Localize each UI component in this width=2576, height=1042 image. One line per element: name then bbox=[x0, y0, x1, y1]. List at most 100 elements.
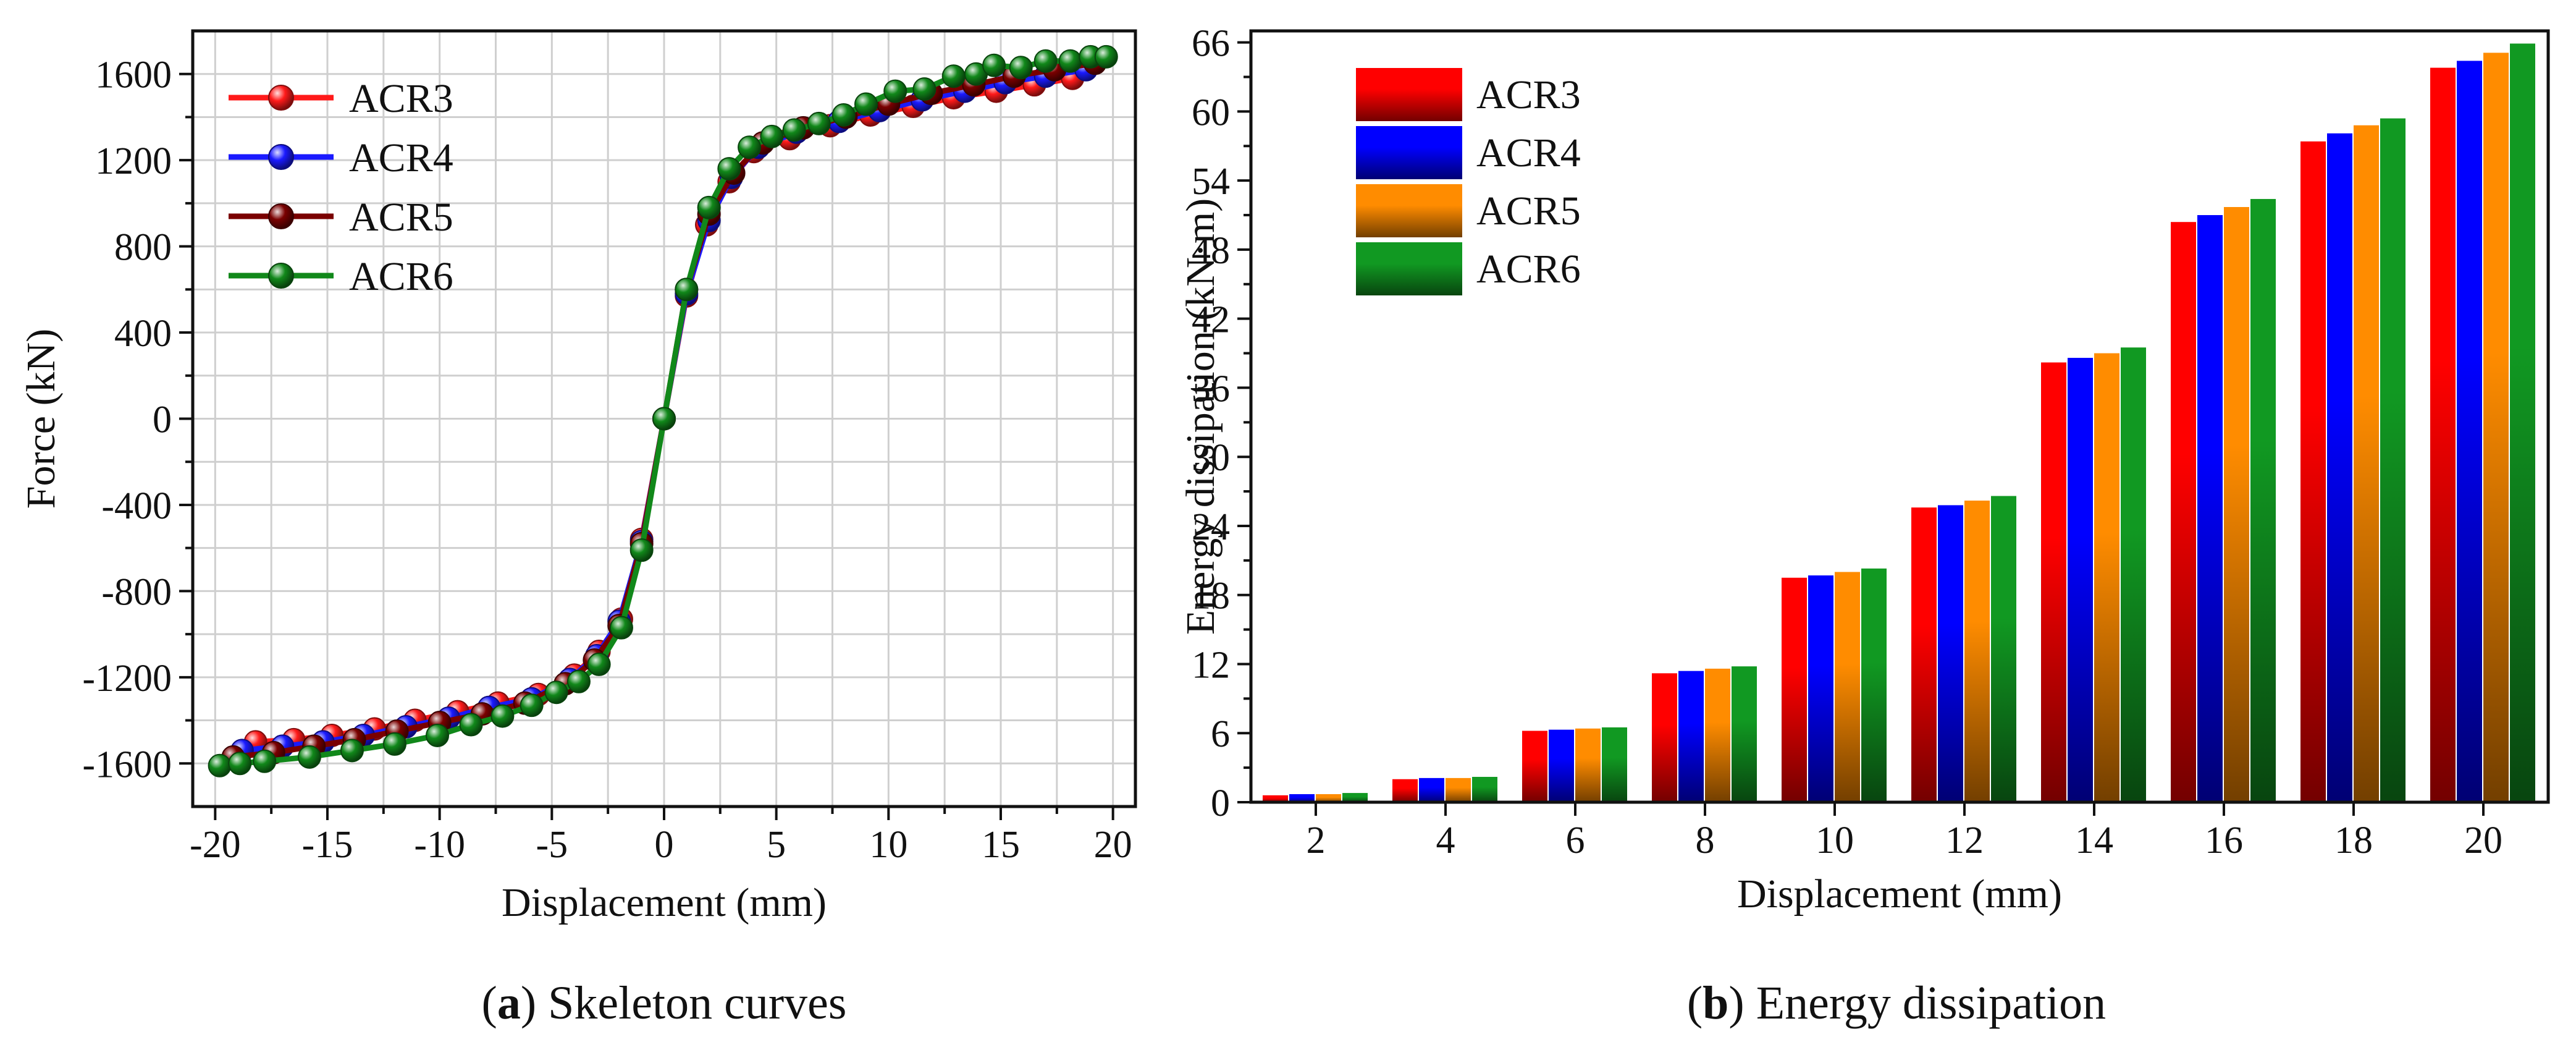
skeleton-x-tick-label: -5 bbox=[536, 824, 568, 866]
skeleton-point-acr6 bbox=[782, 118, 806, 142]
skeleton-y-axis-title: Force (kN) bbox=[19, 329, 64, 509]
energy-bar-acr4 bbox=[1289, 794, 1315, 802]
energy-bar-acr4 bbox=[1549, 729, 1574, 802]
skeleton-legend-label: ACR5 bbox=[349, 195, 453, 240]
skeleton-plot-frame bbox=[191, 29, 1137, 808]
energy-caption-letter: b bbox=[1703, 977, 1728, 1029]
energy-x-tick-label: 4 bbox=[1436, 820, 1455, 862]
skeleton-x-tick-label: 10 bbox=[869, 824, 907, 866]
energy-legend-label: ACR3 bbox=[1476, 72, 1581, 117]
energy-bar-acr4 bbox=[1678, 671, 1704, 802]
energy-x-tick-label: 10 bbox=[1816, 820, 1854, 862]
energy-bar-acr6 bbox=[1472, 777, 1497, 802]
energy-bar-acr5 bbox=[1964, 500, 1990, 802]
skeleton-ticks: -20 -15 -10 -5 0 5 10 15 20 -1600 -1200 -800 -400 0 40… bbox=[82, 54, 1132, 866]
energy-bar-acr6 bbox=[1991, 496, 2016, 802]
energy-bar-acr5 bbox=[1705, 668, 1730, 802]
energy-bar-acr5 bbox=[1575, 728, 1601, 802]
energy-y-tick-label: 24 bbox=[1192, 506, 1230, 548]
energy-bar-group-20 bbox=[2430, 43, 2535, 803]
energy-bar-acr3 bbox=[1911, 507, 1937, 802]
energy-bar-acr6 bbox=[2380, 118, 2406, 802]
skeleton-point-acr6 bbox=[520, 693, 544, 718]
energy-legend-item-acr6: ACR6 bbox=[1356, 242, 1581, 295]
energy-x-tick-label: 2 bbox=[1307, 820, 1326, 862]
energy-bar-acr3 bbox=[2041, 362, 2066, 802]
energy-bar-acr5 bbox=[2224, 206, 2249, 802]
energy-bar-group-14 bbox=[2041, 347, 2146, 802]
skeleton-point-acr6 bbox=[697, 195, 721, 219]
energy-bar-acr4 bbox=[2457, 61, 2482, 803]
skeleton-point-acr6 bbox=[831, 103, 856, 127]
energy-legend-item-acr4: ACR4 bbox=[1356, 126, 1581, 179]
energy-bar-acr5 bbox=[2094, 353, 2119, 802]
skeleton-x-axis-title: Displacement (mm) bbox=[502, 880, 827, 925]
energy-bar-acr3 bbox=[1652, 673, 1677, 802]
skeleton-curves-chart: -20 -15 -10 -5 0 5 10 15 20 -1600 -1200 -800 -400 0 40… bbox=[19, 29, 1137, 1029]
skeleton-x-tick-label: -15 bbox=[302, 824, 353, 866]
energy-y-tick-label: 42 bbox=[1192, 299, 1230, 341]
energy-legend-item-acr5: ACR5 bbox=[1356, 184, 1581, 237]
skeleton-point-acr6 bbox=[941, 64, 966, 88]
skeleton-y-tick-label: 800 bbox=[114, 227, 172, 269]
energy-bar-acr3 bbox=[2171, 222, 2196, 803]
skeleton-point-acr6 bbox=[253, 749, 277, 773]
energy-x-tick-label: 18 bbox=[2334, 820, 2373, 862]
energy-bar-acr6 bbox=[2121, 347, 2146, 802]
skeleton-legend: ACR3 ACR4 ACR5 ACR6 bbox=[229, 76, 453, 299]
skeleton-x-tick-label: 0 bbox=[655, 824, 674, 866]
skeleton-x-tick-label: -20 bbox=[190, 824, 241, 866]
energy-bar-acr6 bbox=[2510, 43, 2535, 803]
skeleton-y-tick-label: 400 bbox=[114, 313, 172, 355]
skeleton-point-acr6 bbox=[912, 77, 937, 101]
energy-bar-acr6 bbox=[2250, 198, 2276, 802]
skeleton-point-acr6 bbox=[1033, 49, 1058, 73]
skeleton-point-acr6 bbox=[587, 652, 611, 676]
skeleton-point-acr6 bbox=[208, 753, 232, 777]
skeleton-y-tick-label: 1200 bbox=[95, 140, 172, 182]
energy-bar-acr5 bbox=[2354, 125, 2379, 803]
skeleton-point-acr6 bbox=[807, 111, 831, 135]
skeleton-point-acr6 bbox=[426, 723, 450, 747]
skeleton-y-tick-label: -400 bbox=[101, 485, 172, 527]
energy-bars-group bbox=[1263, 43, 2535, 803]
skeleton-point-acr6 bbox=[675, 277, 699, 302]
skeleton-y-tick-label: 0 bbox=[153, 399, 172, 441]
energy-bar-group-4 bbox=[1392, 777, 1497, 802]
energy-y-tick-label: 36 bbox=[1192, 368, 1230, 410]
skeleton-y-tick-label: -1200 bbox=[82, 658, 172, 700]
skeleton-series-group bbox=[208, 44, 1118, 777]
skeleton-legend-item-acr4: ACR4 bbox=[229, 135, 453, 180]
skeleton-legend-item-acr3: ACR3 bbox=[229, 76, 453, 121]
energy-x-tick-label: 12 bbox=[1945, 820, 1984, 862]
skeleton-legend-item-acr5: ACR5 bbox=[229, 195, 453, 240]
energy-caption: (b) Energy dissipation bbox=[1687, 977, 2106, 1029]
energy-bar-group-2 bbox=[1263, 793, 1368, 802]
skeleton-legend-label: ACR6 bbox=[349, 254, 453, 299]
energy-bar-acr6 bbox=[1732, 666, 1757, 802]
skeleton-caption: (a) Skeleton curves bbox=[482, 977, 847, 1029]
skeleton-caption-letter: a bbox=[497, 977, 521, 1029]
energy-bar-group-6 bbox=[1522, 727, 1627, 802]
energy-y-tick-label: 6 bbox=[1211, 713, 1230, 755]
skeleton-point-acr6 bbox=[760, 124, 784, 148]
skeleton-legend-marker bbox=[268, 203, 294, 229]
energy-bar-acr3 bbox=[2300, 141, 2326, 803]
skeleton-legend-label: ACR3 bbox=[349, 76, 453, 121]
skeleton-y-tick-label: 1600 bbox=[95, 54, 172, 96]
energy-x-axis-title: Displacement (mm) bbox=[1737, 871, 2062, 917]
energy-y-tick-label: 66 bbox=[1192, 23, 1230, 65]
energy-legend-swatch bbox=[1356, 184, 1462, 237]
skeleton-caption-text: Skeleton curves bbox=[548, 977, 846, 1029]
skeleton-point-acr6 bbox=[566, 669, 591, 693]
energy-y-tick-label: 60 bbox=[1192, 91, 1230, 133]
skeleton-point-acr6 bbox=[854, 92, 878, 116]
skeleton-point-acr6 bbox=[459, 713, 483, 737]
energy-bar-acr3 bbox=[2430, 67, 2456, 803]
energy-bar-acr5 bbox=[1316, 794, 1341, 802]
energy-bar-acr3 bbox=[1263, 795, 1288, 802]
energy-bar-acr3 bbox=[1522, 731, 1547, 802]
skeleton-legend-item-acr6: ACR6 bbox=[229, 254, 453, 299]
skeleton-point-acr6 bbox=[1094, 44, 1118, 69]
skeleton-point-acr6 bbox=[490, 704, 515, 728]
